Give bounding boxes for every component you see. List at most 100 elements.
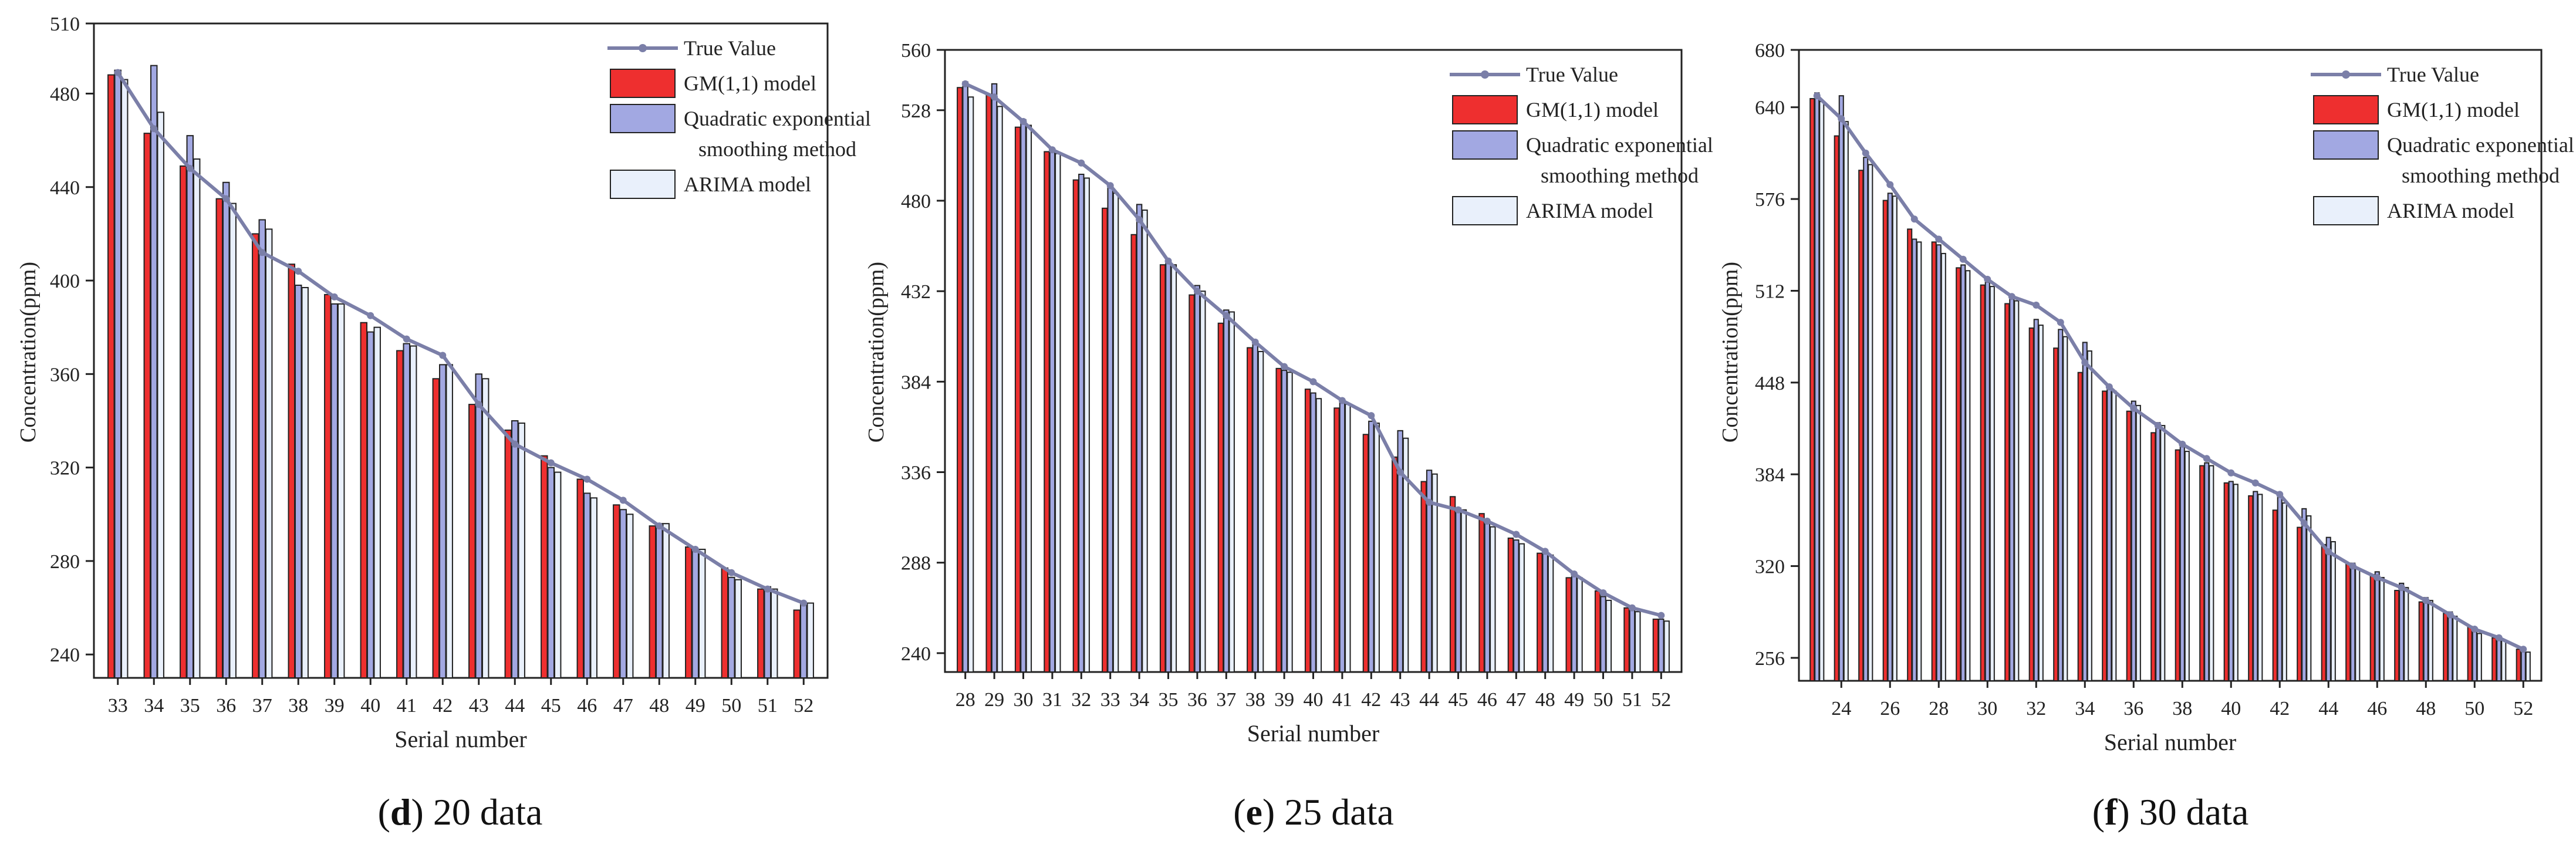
x-tick-label: 35 xyxy=(1159,689,1179,711)
true-value-point xyxy=(1628,604,1636,612)
legend-qes-swatch xyxy=(1452,130,1518,160)
qes-bar xyxy=(2009,296,2015,681)
qes-bar xyxy=(1484,522,1491,673)
arima-bar xyxy=(1373,423,1380,673)
true-value-point xyxy=(2300,519,2308,527)
x-tick-label: 45 xyxy=(541,695,561,717)
arima-bar xyxy=(229,202,237,678)
qes-bar xyxy=(2350,562,2356,682)
gm-bar xyxy=(685,546,693,678)
x-tick-label: 26 xyxy=(1880,698,1900,720)
arima-bar xyxy=(997,106,1003,673)
qes-bar xyxy=(1658,619,1665,673)
x-tick-label: 45 xyxy=(1449,689,1468,711)
gm-bar xyxy=(1130,234,1137,673)
arima-bar xyxy=(518,422,525,678)
true-value-point xyxy=(2349,562,2356,570)
x-tick-label: 32 xyxy=(2026,698,2046,720)
true-value-point xyxy=(1886,181,1894,188)
arima-bar xyxy=(301,286,309,679)
gm-bar xyxy=(1956,267,1961,681)
arima-bar xyxy=(120,79,129,679)
legend: True Value GM(1,1) model Quadratic exponen… xyxy=(607,36,871,199)
qes-bar xyxy=(2058,329,2064,681)
gm-bar xyxy=(215,198,224,678)
x-tick-label: 35 xyxy=(180,695,200,717)
qes-bar xyxy=(2374,571,2380,681)
x-tick-label: 49 xyxy=(1564,689,1584,711)
gm-bar xyxy=(107,74,115,678)
qes-bar xyxy=(186,135,194,678)
x-tick-label: 52 xyxy=(1651,689,1671,711)
true-value-point xyxy=(1078,159,1085,167)
gm-bar xyxy=(2369,574,2375,681)
qes-bar xyxy=(2033,319,2039,681)
arima-bar xyxy=(1025,124,1032,673)
true-value-point xyxy=(1483,518,1491,525)
x-tick-label: 32 xyxy=(1071,689,1091,711)
qes-bar xyxy=(150,65,158,678)
arima-bar xyxy=(2452,616,2458,681)
gm-bar xyxy=(360,322,368,678)
true-value-point xyxy=(1813,92,1821,100)
figure-caption: (f) 30 data xyxy=(2092,791,2249,833)
gm-bar xyxy=(2028,327,2034,681)
true-value-point xyxy=(222,195,230,202)
qes-bar xyxy=(1984,281,1990,681)
true-value-point xyxy=(114,69,121,76)
arima-bar xyxy=(2428,600,2433,681)
x-tick-label: 30 xyxy=(1977,698,1997,720)
true-value-point xyxy=(2374,574,2381,582)
legend-qes-swatch xyxy=(2313,130,2379,160)
arima-bar xyxy=(1605,599,1612,673)
qes-bar xyxy=(2204,462,2210,681)
arima-bar xyxy=(1868,164,1873,682)
qes-bar xyxy=(1863,157,1869,681)
true-value-point xyxy=(1019,118,1027,126)
arima-bar xyxy=(1965,270,1971,681)
true-value-point xyxy=(728,569,735,576)
gm-bar xyxy=(2077,372,2083,681)
y-tick-label: 288 xyxy=(901,553,931,575)
true-value-point xyxy=(2251,479,2259,487)
gm-bar xyxy=(288,264,296,678)
true-value-point xyxy=(619,497,627,504)
qes-bar xyxy=(367,331,374,678)
true-value-point xyxy=(1541,548,1549,555)
arima-bar xyxy=(1055,153,1061,673)
gm-bar xyxy=(2297,526,2302,681)
gm-bar xyxy=(613,504,620,678)
x-tick-label: 50 xyxy=(1593,689,1613,711)
true-value-point xyxy=(2033,301,2040,309)
y-tick-label: 480 xyxy=(50,83,80,105)
y-tick-label: 336 xyxy=(901,462,931,484)
gm-bar xyxy=(1449,496,1456,673)
true-value-point xyxy=(1281,363,1288,370)
x-tick-label: 34 xyxy=(1129,689,1149,711)
true-value-point xyxy=(1512,531,1520,538)
qes-bar xyxy=(295,285,302,678)
x-tick-label: 44 xyxy=(1419,689,1439,711)
x-tick-label: 34 xyxy=(144,695,164,717)
qes-bar xyxy=(2447,611,2453,682)
x-tick-label: 40 xyxy=(2221,698,2241,720)
legend-qes-label-1: Quadratic exponential xyxy=(1526,133,1713,157)
true-value-point xyxy=(1164,257,1172,265)
qes-bar xyxy=(2325,536,2331,681)
x-tick-label: 42 xyxy=(2270,698,2290,720)
qes-bar xyxy=(258,219,266,678)
plot-frame xyxy=(1798,49,2543,682)
arima-bar xyxy=(1892,195,1898,682)
qes-bar xyxy=(1223,309,1230,673)
qes-bar xyxy=(1600,596,1606,673)
y-tick-label: 360 xyxy=(50,364,80,386)
x-tick-label: 52 xyxy=(2513,698,2533,720)
legend-qes-label-1: Quadratic exponential xyxy=(2387,133,2574,157)
x-tick-label: 46 xyxy=(577,695,597,717)
x-tick-label: 38 xyxy=(288,695,308,717)
legend-qes-label-1: Quadratic exponential xyxy=(684,107,871,130)
qes-bar xyxy=(583,492,591,678)
gm-bar xyxy=(2443,613,2449,681)
gm-bar xyxy=(1623,607,1630,673)
true-value-point xyxy=(403,335,410,343)
